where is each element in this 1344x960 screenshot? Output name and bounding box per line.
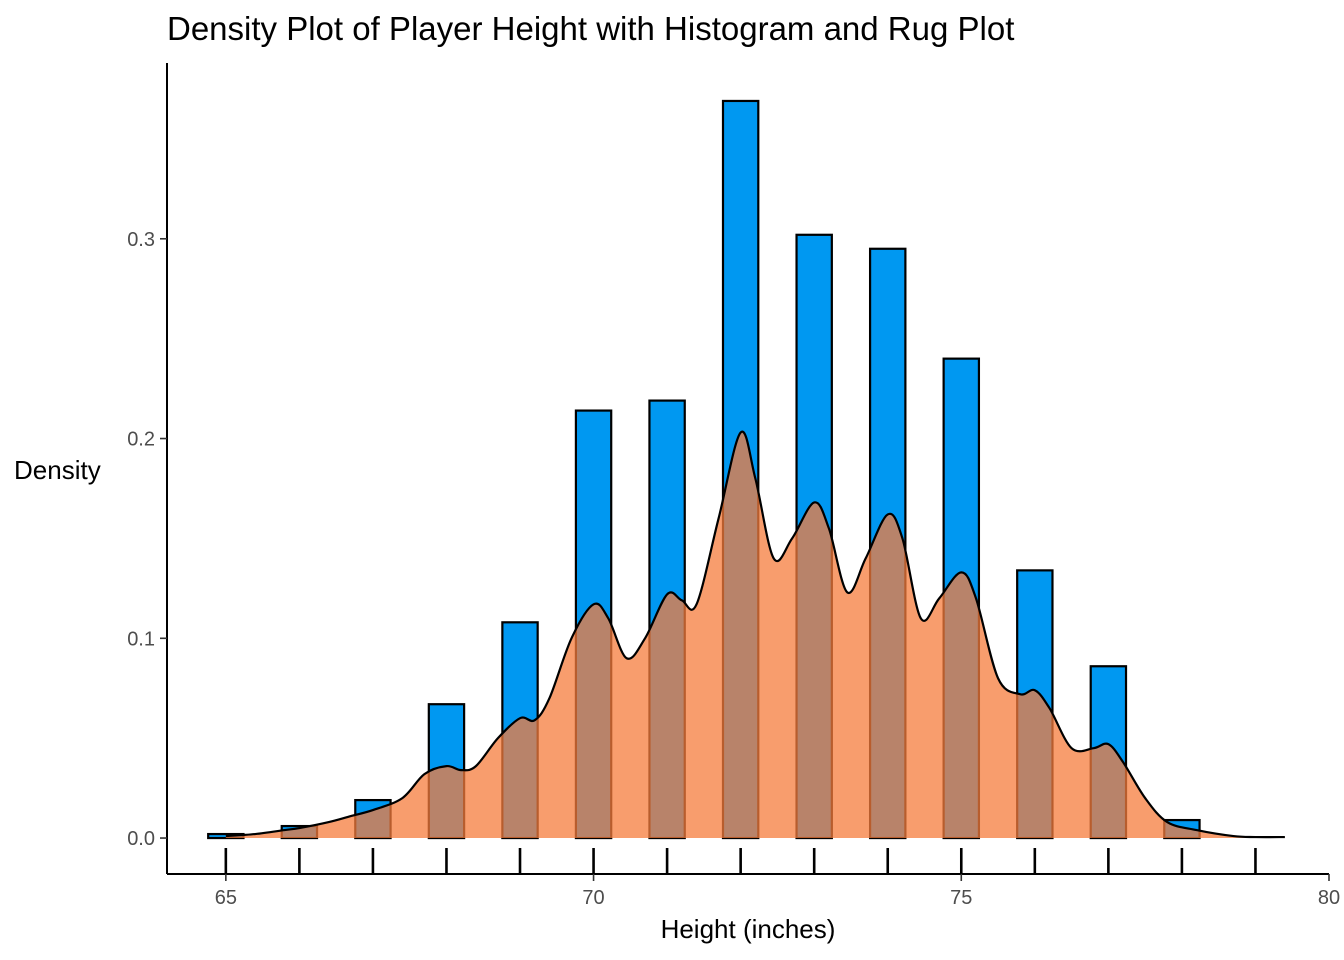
y-tick-label-2: 0.2 xyxy=(127,429,155,451)
density-curve-line xyxy=(225,430,1285,839)
y-tick-label-1: 0.1 xyxy=(127,628,155,650)
y-tick-label-0: 0.0 xyxy=(127,828,155,850)
x-tick-label-3: 80 xyxy=(1318,887,1340,909)
y-axis-ticks: 0.0 0.1 0.2 0.3 xyxy=(127,229,167,850)
x-axis-title: Height (inches) xyxy=(661,914,836,944)
x-axis-ticks: 65 70 75 80 xyxy=(215,874,1340,909)
chart-title: Density Plot of Player Height with Histo… xyxy=(167,10,1014,47)
plot-area xyxy=(207,99,1285,873)
axes: 65 70 75 80 0.0 0.1 0.2 0.3 xyxy=(127,63,1340,909)
y-axis-title: Density xyxy=(14,455,101,485)
x-tick-label-1: 70 xyxy=(582,887,604,909)
rug-plot xyxy=(224,848,1257,873)
y-tick-label-3: 0.3 xyxy=(127,229,155,251)
density-curve-area xyxy=(225,431,1285,839)
x-tick-label-0: 65 xyxy=(215,887,237,909)
x-tick-label-2: 75 xyxy=(950,887,972,909)
